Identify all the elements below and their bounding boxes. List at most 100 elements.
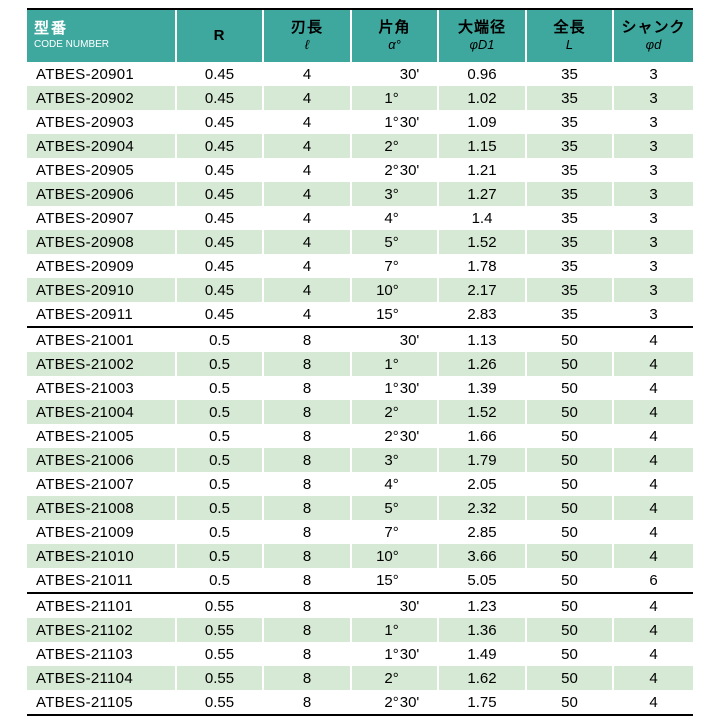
table-row: ATBES-20910 0.45 4 10° 2.17 35 3 <box>27 278 693 302</box>
cell-angle: 4° <box>350 472 437 496</box>
cell-overall-length: 35 <box>525 86 612 110</box>
table-row: ATBES-21102 0.55 8 1° 1.36 50 4 <box>27 618 693 642</box>
cell-d1: 2.32 <box>437 496 525 520</box>
cell-shank: 4 <box>612 618 693 642</box>
cell-d1: 5.05 <box>437 568 525 592</box>
cell-angle: 30' <box>350 62 437 86</box>
cell-shank: 6 <box>612 568 693 592</box>
cell-flute-length: 8 <box>262 472 350 496</box>
cell-shank: 3 <box>612 254 693 278</box>
angle-degrees: 5° <box>384 499 399 517</box>
cell-r: 0.45 <box>175 254 262 278</box>
cell-code: ATBES-20911 <box>36 305 133 323</box>
cell-shank: 3 <box>612 206 693 230</box>
cell-r: 0.55 <box>175 618 262 642</box>
cell-flute-length: 8 <box>262 594 350 618</box>
header-flute-length: 刃長 ℓ <box>262 10 350 62</box>
angle-degrees: 7° <box>384 523 399 541</box>
cell-r: 0.5 <box>175 568 262 592</box>
cell-code: ATBES-20906 <box>36 185 135 203</box>
cell-r: 0.45 <box>175 134 262 158</box>
cell-angle: 2° 30' <box>350 424 437 448</box>
cell-angle: 2° <box>350 400 437 424</box>
cell-code: ATBES-20902 <box>36 89 135 107</box>
cell-d1: 1.78 <box>437 254 525 278</box>
row-group: ATBES-21101 0.55 8 30' 1.23 50 4 ATBES-21102 0.5… <box>27 594 693 714</box>
cell-angle: 10° <box>350 544 437 568</box>
angle-minutes: 30' <box>399 113 420 131</box>
header-code-label: 型番 <box>34 20 69 38</box>
cell-overall-length: 50 <box>525 618 612 642</box>
angle-degrees: 2° <box>384 693 399 711</box>
cell-shank: 3 <box>612 134 693 158</box>
cell-overall-length: 50 <box>525 376 612 400</box>
cell-r: 0.45 <box>175 206 262 230</box>
cell-code: ATBES-21011 <box>36 571 133 589</box>
cell-r: 0.5 <box>175 496 262 520</box>
cell-d1: 1.02 <box>437 86 525 110</box>
angle-degrees: 15° <box>376 571 399 589</box>
table-row: ATBES-21010 0.5 8 10° 3.66 50 4 <box>27 544 693 568</box>
angle-degrees: 7° <box>384 257 399 275</box>
cell-code: ATBES-21001 <box>36 331 135 349</box>
table-row: ATBES-21003 0.5 8 1° 30' 1.39 50 4 <box>27 376 693 400</box>
cell-angle: 4° <box>350 206 437 230</box>
cell-overall-length: 35 <box>525 230 612 254</box>
cell-angle: 30' <box>350 328 437 352</box>
cell-d1: 1.62 <box>437 666 525 690</box>
angle-degrees: 1° <box>384 621 399 639</box>
cell-code: ATBES-21101 <box>36 597 133 615</box>
cell-flute-length: 4 <box>262 62 350 86</box>
table-row: ATBES-20907 0.45 4 4° 1.4 35 3 <box>27 206 693 230</box>
cell-code: ATBES-20903 <box>36 113 135 131</box>
cell-shank: 4 <box>612 544 693 568</box>
angle-degrees: 2° <box>384 137 399 155</box>
cell-shank: 4 <box>612 496 693 520</box>
table-row: ATBES-21105 0.55 8 2° 30' 1.75 50 4 <box>27 690 693 714</box>
table-row: ATBES-21007 0.5 8 4° 2.05 50 4 <box>27 472 693 496</box>
cell-flute-length: 4 <box>262 254 350 278</box>
cell-angle: 1° <box>350 618 437 642</box>
cell-r: 0.45 <box>175 110 262 134</box>
cell-r: 0.5 <box>175 544 262 568</box>
angle-degrees: 1° <box>384 89 399 107</box>
cell-angle: 2° 30' <box>350 690 437 714</box>
header-shank-sublabel: φd <box>645 37 662 53</box>
table-row: ATBES-21104 0.55 8 2° 1.62 50 4 <box>27 666 693 690</box>
cell-d1: 1.52 <box>437 230 525 254</box>
header-d1-sublabel: φD1 <box>469 37 495 53</box>
cell-overall-length: 35 <box>525 302 612 326</box>
cell-angle: 2° 30' <box>350 158 437 182</box>
cell-overall-length: 50 <box>525 424 612 448</box>
cell-code: ATBES-21102 <box>36 621 133 639</box>
header-overall-length-label: 全長 <box>553 18 586 36</box>
cell-code: ATBES-20910 <box>36 281 135 299</box>
cell-d1: 3.66 <box>437 544 525 568</box>
cell-overall-length: 35 <box>525 158 612 182</box>
angle-degrees: 4° <box>384 209 399 227</box>
angle-minutes: 30' <box>399 597 420 615</box>
cell-code: ATBES-20905 <box>36 161 135 179</box>
table-row: ATBES-20904 0.45 4 2° 1.15 35 3 <box>27 134 693 158</box>
header-code-sublabel: CODE NUMBER <box>34 39 110 51</box>
header-shank: シャンク φd <box>612 10 693 62</box>
cell-code: ATBES-21007 <box>36 475 135 493</box>
cell-d1: 1.36 <box>437 618 525 642</box>
cell-d1: 2.85 <box>437 520 525 544</box>
cell-flute-length: 8 <box>262 328 350 352</box>
cell-flute-length: 4 <box>262 206 350 230</box>
cell-angle: 2° <box>350 666 437 690</box>
cell-overall-length: 50 <box>525 496 612 520</box>
cell-r: 0.5 <box>175 472 262 496</box>
cell-shank: 4 <box>612 472 693 496</box>
cell-code: ATBES-21006 <box>36 451 135 469</box>
angle-minutes: 30' <box>399 427 420 445</box>
cell-overall-length: 50 <box>525 328 612 352</box>
table-row: ATBES-21103 0.55 8 1° 30' 1.49 50 4 <box>27 642 693 666</box>
cell-flute-length: 8 <box>262 520 350 544</box>
cell-shank: 4 <box>612 690 693 714</box>
cell-overall-length: 50 <box>525 352 612 376</box>
cell-code: ATBES-20909 <box>36 257 135 275</box>
cell-angle: 3° <box>350 448 437 472</box>
angle-degrees: 15° <box>376 305 399 323</box>
